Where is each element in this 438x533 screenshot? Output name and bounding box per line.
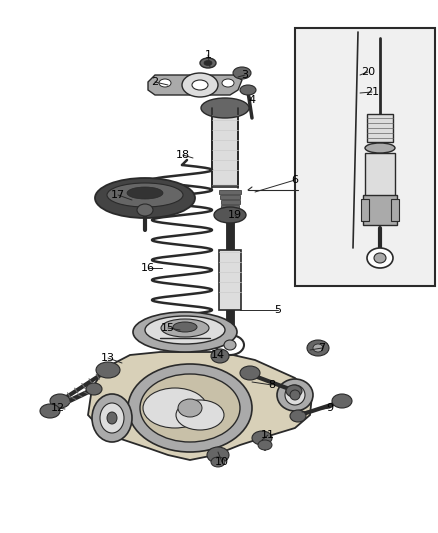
Ellipse shape: [182, 73, 218, 97]
Text: 19: 19: [228, 210, 242, 220]
Text: 7: 7: [318, 343, 325, 353]
Bar: [222, 210, 238, 214]
Ellipse shape: [290, 410, 306, 422]
Ellipse shape: [252, 431, 272, 445]
Ellipse shape: [211, 349, 229, 363]
Ellipse shape: [40, 404, 60, 418]
Bar: [221, 205, 239, 209]
Text: 15: 15: [161, 323, 175, 333]
Ellipse shape: [277, 379, 313, 411]
Ellipse shape: [137, 204, 153, 216]
Ellipse shape: [200, 58, 216, 68]
Text: 8: 8: [268, 380, 276, 390]
Bar: [361, 199, 369, 221]
Ellipse shape: [92, 394, 132, 442]
Text: 12: 12: [51, 403, 65, 413]
Text: 17: 17: [111, 190, 125, 200]
Ellipse shape: [107, 183, 183, 207]
Text: 18: 18: [176, 150, 190, 160]
Ellipse shape: [86, 383, 102, 395]
Ellipse shape: [173, 322, 197, 332]
Bar: [220, 200, 240, 204]
Ellipse shape: [128, 364, 252, 452]
Bar: [220, 195, 240, 199]
Ellipse shape: [224, 340, 236, 350]
Ellipse shape: [207, 447, 229, 463]
Text: 6: 6: [292, 175, 299, 185]
Text: 20: 20: [361, 67, 375, 77]
Ellipse shape: [143, 388, 207, 428]
Ellipse shape: [332, 394, 352, 408]
Bar: [295, 28, 435, 286]
Text: 10: 10: [215, 457, 229, 467]
Ellipse shape: [100, 403, 124, 433]
Ellipse shape: [307, 340, 329, 356]
Ellipse shape: [216, 335, 244, 355]
Ellipse shape: [222, 79, 234, 87]
Ellipse shape: [96, 362, 120, 378]
Text: 11: 11: [261, 430, 275, 440]
Text: 5: 5: [275, 305, 282, 315]
Ellipse shape: [107, 412, 117, 424]
Ellipse shape: [367, 248, 393, 268]
Ellipse shape: [240, 85, 256, 95]
Ellipse shape: [290, 390, 300, 400]
Bar: [219, 190, 241, 194]
Ellipse shape: [313, 344, 323, 352]
Ellipse shape: [211, 457, 225, 467]
Text: 2: 2: [152, 77, 159, 87]
Ellipse shape: [161, 319, 209, 337]
Ellipse shape: [258, 440, 272, 450]
Text: 3: 3: [241, 70, 248, 80]
Bar: [391, 199, 399, 221]
Ellipse shape: [201, 98, 249, 118]
Ellipse shape: [127, 187, 163, 199]
Bar: [219, 250, 241, 310]
Ellipse shape: [365, 143, 395, 153]
Ellipse shape: [192, 80, 208, 90]
Text: 14: 14: [211, 350, 225, 360]
Text: 4: 4: [248, 95, 255, 105]
Ellipse shape: [159, 79, 171, 87]
Ellipse shape: [145, 316, 225, 344]
Bar: [363, 195, 397, 225]
Ellipse shape: [374, 253, 386, 263]
Bar: [365, 152, 395, 198]
Text: 21: 21: [365, 87, 379, 97]
Ellipse shape: [133, 312, 237, 352]
Ellipse shape: [176, 400, 224, 430]
Text: 13: 13: [101, 353, 115, 363]
Ellipse shape: [95, 178, 195, 218]
Polygon shape: [148, 75, 242, 95]
Ellipse shape: [233, 67, 251, 79]
Ellipse shape: [50, 394, 70, 408]
Bar: [212, 109, 238, 187]
Bar: [367, 114, 393, 142]
Ellipse shape: [140, 374, 240, 442]
Ellipse shape: [240, 366, 260, 380]
Text: 1: 1: [205, 50, 212, 60]
Ellipse shape: [178, 399, 202, 417]
Text: 9: 9: [326, 403, 334, 413]
Ellipse shape: [285, 385, 305, 405]
Text: 16: 16: [141, 263, 155, 273]
Ellipse shape: [204, 61, 212, 66]
Ellipse shape: [214, 207, 246, 223]
Ellipse shape: [286, 385, 302, 397]
Polygon shape: [88, 352, 312, 460]
